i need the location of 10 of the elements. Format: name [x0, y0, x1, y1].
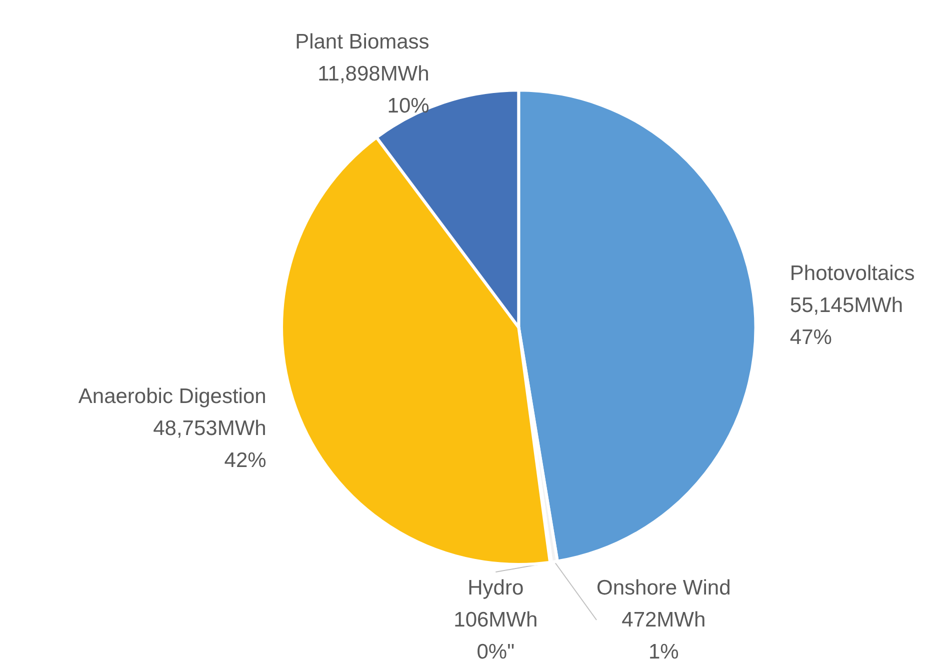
slice-label: Onshore Wind	[596, 576, 731, 600]
data-label: 106MWh 0%"	[454, 608, 538, 664]
data-label: 472MWh 1%	[622, 608, 706, 664]
data-label: 11,898MWh 10%	[318, 62, 430, 118]
slice-label: Hydro	[468, 576, 524, 600]
data-label: 48,753MWh 42%	[153, 416, 266, 472]
slice-label: Plant Biomass	[295, 30, 430, 54]
data-label: 55,145MWh 47%	[790, 294, 904, 349]
slice-label: Photovoltaics	[790, 262, 915, 285]
slice-label: Anaerobic Digestion	[78, 384, 266, 408]
